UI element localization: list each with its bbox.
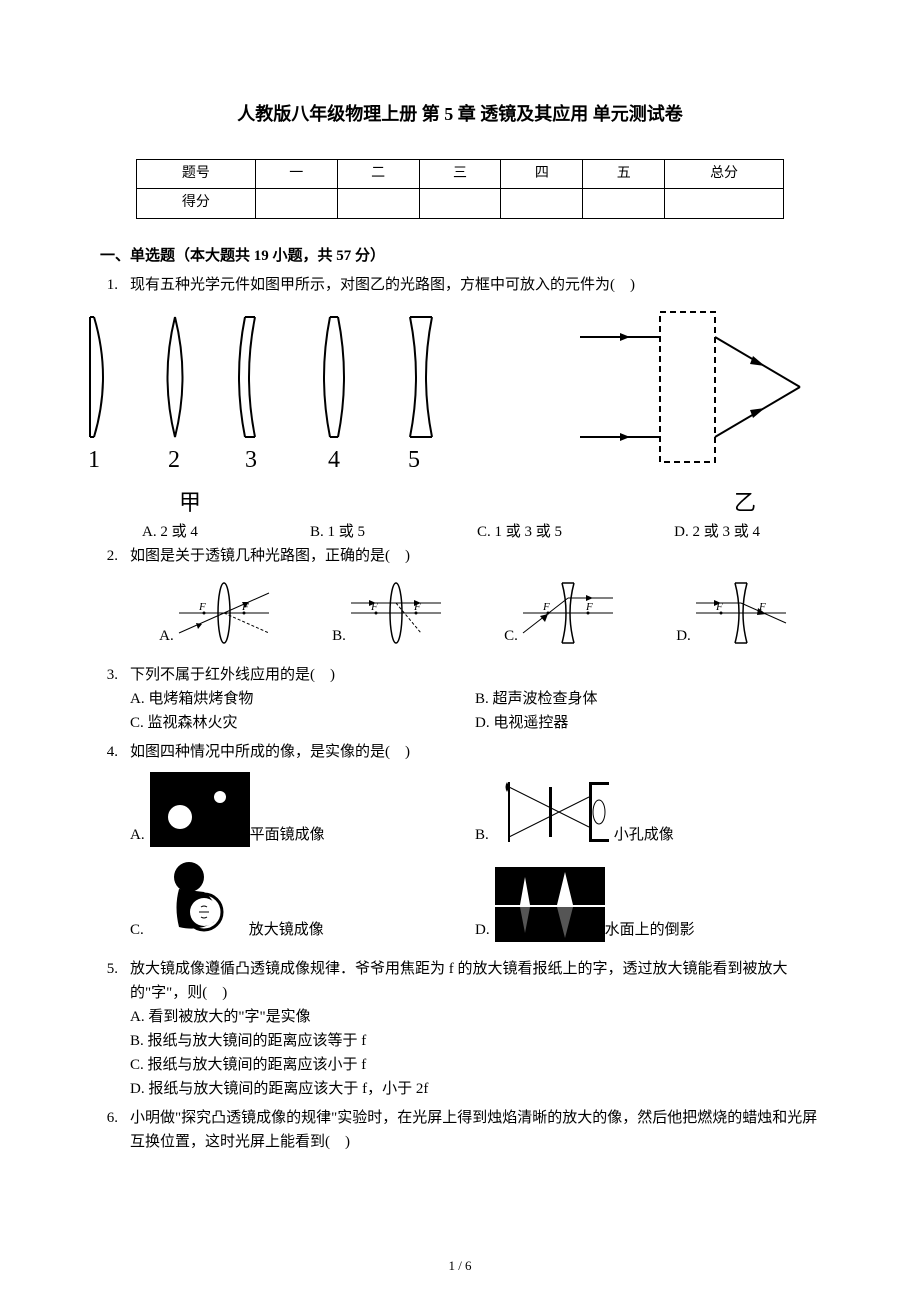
option-d: D. 电视遥控器	[475, 711, 820, 735]
caption-yi: 乙	[670, 485, 820, 520]
option-c: C. 1 或 3 或 5	[477, 520, 562, 544]
option-c: C.	[504, 624, 518, 648]
question-text: 现有五种光学元件如图甲所示，对图乙的光路图，方框中可放入的元件为( )	[130, 273, 820, 297]
score-cell	[665, 189, 784, 218]
option-a: A. 看到被放大的"字"是实像	[130, 1005, 820, 1029]
option-d: D.	[475, 918, 490, 942]
question-text: 如图四种情况中所成的像，是实像的是( )	[130, 740, 820, 764]
q1-options: A. 2 或 4 B. 1 或 5 C. 1 或 3 或 5 D. 2 或 3 …	[100, 520, 820, 544]
option-b: B.	[475, 823, 489, 847]
magnifier-image	[149, 857, 249, 942]
question-number: 6.	[100, 1106, 130, 1154]
question-text: 放大镜成像遵循凸透镜成像规律．爷爷用焦距为 f 的放大镜看报纸上的字，透过放大镜…	[130, 957, 820, 1005]
section-header: 一、单选题（本大题共 19 小题，共 57 分）	[100, 244, 820, 268]
question-text: 下列不属于红外线应用的是( )	[130, 663, 820, 687]
option-c: C. 报纸与放大镜间的距离应该小于 f	[130, 1053, 820, 1077]
option-a: A. 电烤箱烘烤食物	[130, 687, 475, 711]
lens-diagram-b: F F	[346, 578, 446, 648]
question-text: 如图是关于透镜几种光路图，正确的是( )	[130, 544, 820, 568]
score-row-label: 得分	[137, 189, 256, 218]
pinhole-image	[494, 772, 614, 847]
lens-label-3: 3	[245, 447, 257, 472]
option-d-label: 水面上的倒影	[605, 918, 695, 942]
lens-diagram-a: F F	[174, 578, 274, 648]
option-a: A. 2 或 4	[142, 520, 198, 544]
option-c-label: 放大镜成像	[249, 918, 324, 942]
svg-text:F: F	[585, 601, 593, 613]
score-header-cell: 五	[583, 159, 665, 188]
question-4: 4. 如图四种情况中所成的像，是实像的是( ) A. 平面镜成像 B.	[100, 740, 820, 952]
lens-diagram-d: F F	[691, 578, 791, 648]
page-number: 1 / 6	[448, 1256, 471, 1277]
question-text: 小明做"探究凸透镜成像的规律"实验时，在光屏上得到烛焰清晰的放大的像，然后他把燃…	[130, 1106, 820, 1154]
option-c: C.	[130, 918, 144, 942]
option-d: D. 2 或 3 或 4	[674, 520, 760, 544]
option-b: B. 报纸与放大镜间的距离应该等于 f	[130, 1029, 820, 1053]
question-number: 5.	[100, 957, 130, 1101]
score-header-cell: 四	[501, 159, 583, 188]
option-b: B. 1 或 5	[310, 520, 365, 544]
question-6: 6. 小明做"探究凸透镜成像的规律"实验时，在光屏上得到烛焰清晰的放大的像，然后…	[100, 1106, 820, 1154]
option-d: D. 报纸与放大镜间的距离应该大于 f，小于 2f	[130, 1077, 820, 1101]
score-table: 题号 一 二 三 四 五 总分 得分	[136, 159, 784, 219]
score-cell	[255, 189, 337, 218]
lens-label-2: 2	[168, 447, 180, 472]
option-b: B.	[332, 624, 346, 648]
question-number: 3.	[100, 663, 130, 735]
score-header-cell: 一	[255, 159, 337, 188]
question-3: 3. 下列不属于红外线应用的是( ) A. 电烤箱烘烤食物 C. 监视森林火灾 …	[100, 663, 820, 735]
svg-text:F: F	[198, 601, 206, 613]
lens-label-4: 4	[328, 447, 340, 472]
page-title: 人教版八年级物理上册 第 5 章 透镜及其应用 单元测试卷	[100, 100, 820, 129]
option-a-label: 平面镜成像	[250, 823, 325, 847]
option-d: D.	[676, 624, 691, 648]
score-header-cell: 二	[337, 159, 419, 188]
question-number: 1.	[100, 273, 130, 297]
option-a: A.	[159, 624, 174, 648]
score-header-cell: 题号	[137, 159, 256, 188]
lens-diagram-c: F F	[518, 578, 618, 648]
lens-elements-diagram: 1 2 3 4 5	[50, 302, 480, 472]
score-cell	[501, 189, 583, 218]
question-5: 5. 放大镜成像遵循凸透镜成像规律．爷爷用焦距为 f 的放大镜看报纸上的字，透过…	[100, 957, 820, 1101]
score-cell	[583, 189, 665, 218]
option-b: B. 超声波检查身体	[475, 687, 820, 711]
question-number: 4.	[100, 740, 130, 952]
lens-label-5: 5	[408, 447, 420, 472]
caption-jia: 甲	[50, 485, 330, 520]
question-2: 2. 如图是关于透镜几种光路图，正确的是( ) A. F F	[100, 544, 820, 658]
option-b-label: 小孔成像	[614, 823, 674, 847]
lens-label-1: 1	[88, 447, 100, 472]
score-cell	[419, 189, 501, 218]
score-header-cell: 三	[419, 159, 501, 188]
question-number: 2.	[100, 544, 130, 658]
question-1: 1. 现有五种光学元件如图甲所示，对图乙的光路图，方框中可放入的元件为( )	[100, 273, 820, 297]
q1-diagram-container: 1 2 3 4 5 甲 乙	[50, 302, 820, 520]
score-header-cell: 总分	[665, 159, 784, 188]
water-reflection-image	[495, 867, 605, 942]
option-c: C. 监视森林火灾	[130, 711, 475, 735]
option-a: A.	[130, 823, 145, 847]
svg-text:F: F	[542, 601, 550, 613]
score-cell	[337, 189, 419, 218]
plane-mirror-image	[150, 772, 250, 847]
light-path-diagram	[560, 302, 820, 472]
